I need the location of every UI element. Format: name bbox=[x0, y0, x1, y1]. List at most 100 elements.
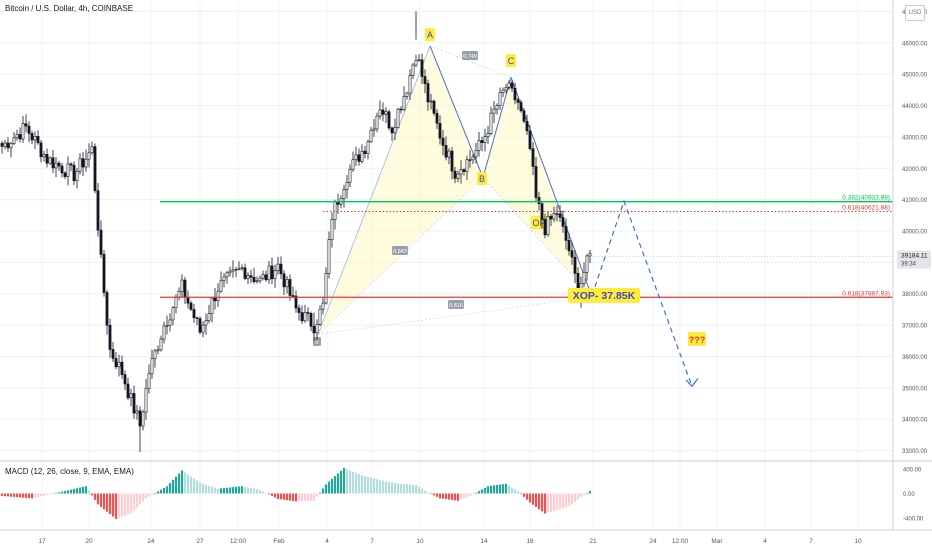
macd-bar bbox=[78, 487, 82, 494]
macd-bar bbox=[234, 486, 238, 494]
candle-body bbox=[192, 309, 196, 319]
candle-body bbox=[207, 313, 211, 321]
candle-body bbox=[570, 250, 574, 258]
time-tick-label: Feb bbox=[273, 538, 285, 545]
macd-bar bbox=[141, 493, 145, 502]
time-tick-label: 12:00 bbox=[672, 538, 689, 545]
current-price-box bbox=[897, 250, 931, 269]
candle-body bbox=[405, 92, 409, 97]
macd-bar bbox=[390, 482, 394, 494]
macd-bar bbox=[549, 493, 553, 512]
macd-bar bbox=[573, 493, 577, 502]
xab-triangle bbox=[318, 45, 483, 335]
macd-bar bbox=[579, 493, 583, 498]
candle-body bbox=[492, 108, 496, 114]
candle-body bbox=[516, 99, 520, 103]
macd-bar bbox=[231, 487, 235, 494]
candle-body bbox=[60, 165, 64, 174]
candle-body bbox=[216, 290, 220, 302]
point-label: C bbox=[508, 56, 515, 66]
candle-body bbox=[402, 96, 406, 111]
macd-bar bbox=[558, 493, 562, 510]
candle-body bbox=[24, 123, 28, 127]
candle-body bbox=[441, 137, 445, 146]
macd-bar bbox=[222, 488, 226, 494]
macd-bar bbox=[537, 493, 541, 510]
candle-body bbox=[525, 120, 529, 132]
candle-body bbox=[90, 146, 94, 154]
chart-title: Bitcoin / U.S. Dollar, 4h, COINBASE bbox=[5, 4, 134, 13]
candle-body bbox=[15, 134, 19, 139]
macd-bar bbox=[165, 486, 169, 494]
candle-body bbox=[381, 109, 385, 115]
macd-bar bbox=[504, 483, 508, 494]
candle-body bbox=[135, 410, 139, 414]
candle-body bbox=[108, 324, 112, 350]
candle-body bbox=[267, 265, 271, 281]
macd-bar bbox=[459, 493, 463, 500]
macd-bar bbox=[489, 485, 493, 494]
candle-body bbox=[564, 226, 568, 241]
time-tick-label: 27 bbox=[196, 538, 204, 545]
macd-bar bbox=[432, 493, 436, 496]
price-tick-label: 46000.00 bbox=[902, 41, 928, 47]
candle-body bbox=[252, 276, 256, 282]
candle-body bbox=[213, 297, 217, 302]
macd-bar bbox=[285, 493, 289, 501]
macd-bar bbox=[243, 486, 247, 494]
bd-ratio-line bbox=[482, 177, 593, 298]
macd-bar bbox=[147, 493, 151, 497]
candle-body bbox=[294, 295, 298, 309]
macd-bar bbox=[42, 493, 46, 496]
macd-bar bbox=[171, 479, 175, 494]
macd-bar bbox=[153, 493, 157, 494]
macd-bar bbox=[408, 484, 412, 494]
candle-body bbox=[378, 109, 382, 117]
macd-bar bbox=[114, 493, 118, 519]
candle-body bbox=[174, 296, 178, 309]
candle-body bbox=[273, 270, 277, 280]
candle-body bbox=[81, 158, 85, 168]
candle-body bbox=[12, 137, 16, 144]
macd-bar bbox=[75, 488, 79, 494]
macd-bar bbox=[588, 491, 592, 494]
macd-bar bbox=[45, 493, 49, 496]
macd-bar bbox=[144, 493, 148, 499]
price-tick-label: 35000.00 bbox=[902, 386, 928, 392]
currency-button[interactable]: USD bbox=[905, 5, 925, 21]
candle-body bbox=[315, 324, 319, 334]
time-tick-label: 24 bbox=[649, 538, 657, 545]
macd-bar bbox=[435, 493, 439, 497]
macd-bar bbox=[582, 493, 586, 496]
macd-bar bbox=[156, 491, 160, 494]
macd-bar bbox=[204, 484, 208, 494]
macd-bar bbox=[3, 493, 7, 497]
macd-bar bbox=[420, 488, 424, 494]
macd-bar bbox=[306, 493, 310, 501]
macd-bar bbox=[99, 493, 103, 507]
macd-bar bbox=[477, 491, 481, 494]
projection-arrow bbox=[685, 378, 699, 388]
candle-body bbox=[507, 82, 511, 88]
macd-label: MACD (12, 26, close, 9, EMA, EMA) bbox=[5, 467, 134, 476]
macd-bar bbox=[279, 493, 283, 500]
macd-bar bbox=[372, 478, 376, 494]
candle-body bbox=[453, 170, 457, 179]
price-tick-label: 36000.00 bbox=[902, 355, 928, 361]
macd-bar bbox=[471, 493, 475, 495]
candle-body bbox=[384, 111, 388, 115]
macd-bar bbox=[354, 472, 358, 494]
candle-body bbox=[201, 324, 205, 333]
candle-body bbox=[462, 169, 466, 172]
macd-bar bbox=[54, 493, 58, 494]
price-tick-label: 40000.00 bbox=[902, 230, 928, 236]
macd-bar bbox=[360, 475, 364, 494]
time-tick-label: 7 bbox=[809, 538, 813, 545]
macd-bar bbox=[453, 493, 457, 501]
time-tick-label: 12:00 bbox=[230, 538, 247, 545]
macd-bar bbox=[129, 493, 133, 514]
candle-body bbox=[177, 291, 181, 298]
candle-body bbox=[219, 280, 223, 292]
